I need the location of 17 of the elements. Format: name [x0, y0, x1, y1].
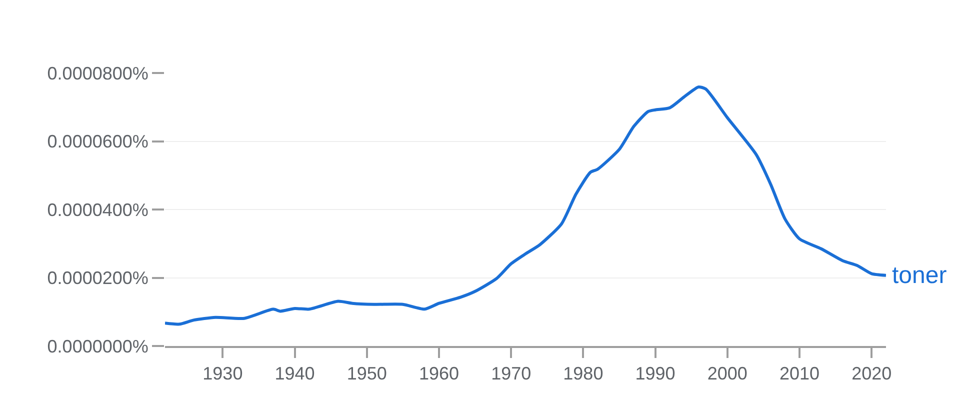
y-tick-label: 0.0000200%	[47, 268, 148, 288]
x-tick-label: 1940	[274, 364, 315, 384]
y-tick-label: 0.0000400%	[47, 200, 148, 220]
y-tick-label: 0.0000600%	[47, 132, 148, 152]
y-tick-label: 0.0000000%	[47, 336, 148, 356]
x-tick-label: 1970	[491, 364, 532, 384]
line-series	[165, 85, 886, 326]
x-tick-label: 2000	[707, 364, 748, 384]
x-tick-label: 1980	[563, 364, 604, 384]
x-tick-label: 2010	[779, 364, 820, 384]
y-tick-label: 0.0000800%	[47, 63, 148, 84]
series-label: toner	[892, 262, 947, 289]
x-tick-label: 1960	[418, 364, 460, 384]
x-tick-label: 1950	[346, 364, 387, 384]
x-tick-label: 1930	[202, 364, 243, 384]
x-tick-label: 2020	[852, 364, 892, 384]
x-tick-label: 1990	[635, 364, 676, 384]
